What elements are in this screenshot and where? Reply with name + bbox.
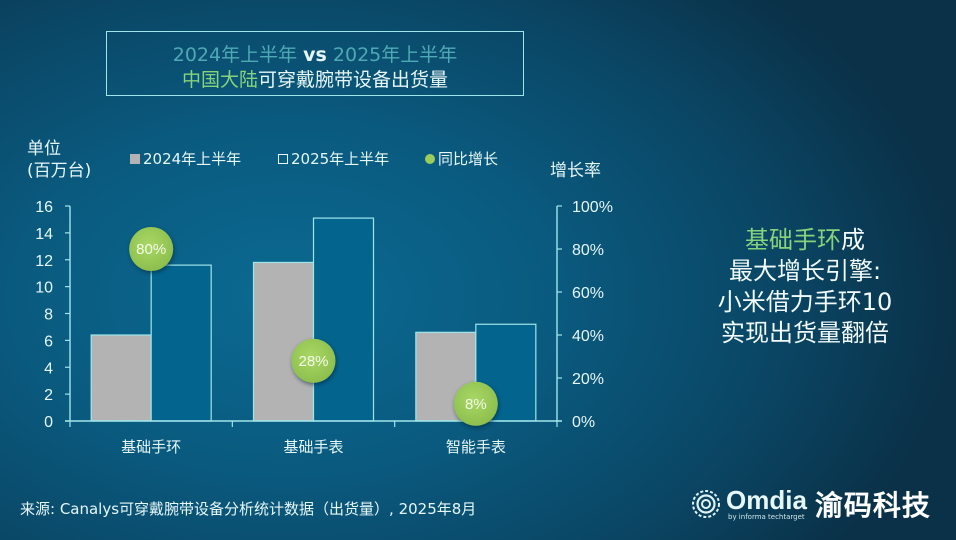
logo-byline: by informa techtarget	[728, 513, 805, 521]
right-axis-tick-label: 40%	[572, 328, 604, 345]
growth-bubble: 8%	[453, 381, 498, 426]
legend-label-2025: 2025年上半年	[291, 150, 390, 168]
chart-title-box: 2024年上半年 vs 2025年上半年 中国大陆可穿戴腕带设备出货量	[106, 31, 524, 96]
legend-swatch-outline	[278, 153, 288, 164]
right-axis-label: 增长率	[550, 161, 601, 181]
svg-text:80%: 80%	[136, 241, 166, 258]
left-axis-tick-label: 4	[44, 360, 53, 377]
bar-2025	[150, 264, 212, 422]
legend-item-growth: 同比增长	[425, 148, 498, 169]
callout-line3: 小米借力手环10	[717, 288, 893, 316]
source-note: 来源: Canalys可穿戴腕带设备分析统计数据（出货量）, 2025年8月	[20, 500, 477, 518]
left-axis-unit-label: 单位 (百万台)	[27, 138, 91, 182]
right-axis-tick-label: 0%	[572, 414, 595, 431]
right-axis-tick-label: 80%	[572, 242, 604, 259]
callout-line2: 最大增长引擎:	[728, 257, 882, 285]
omdia-logo: Omdia by informa techtarget 渝码科技	[690, 484, 931, 524]
svg-text:8%: 8%	[465, 396, 487, 413]
unit-line1: 单位	[27, 139, 61, 159]
logo-wordmark: Omdia	[726, 485, 807, 515]
bar-2024	[90, 334, 152, 422]
title-period-2025: 2025年上半年	[332, 44, 458, 66]
bar-2025	[475, 323, 537, 422]
legend-label-growth: 同比增长	[438, 150, 499, 168]
callout-line1-rest: 成	[841, 226, 865, 254]
x-axis-category-label: 基础手表	[283, 438, 343, 456]
left-axis-tick-label: 0	[44, 414, 53, 431]
bar-2025	[312, 217, 375, 422]
right-axis-tick-label: 20%	[572, 371, 604, 388]
legend-item-2025: 2025年上半年	[278, 148, 389, 169]
title-vs: vs	[303, 44, 327, 66]
left-axis-tick-label: 12	[35, 253, 53, 270]
unit-line2: (百万台)	[27, 161, 92, 181]
growth-bubbles-group: 80% 28% 8%	[129, 227, 498, 426]
title-subject: 可穿戴腕带设备出货量	[258, 69, 449, 91]
brand-watermark: 渝码科技	[814, 489, 931, 522]
chart-title-line2: 中国大陆可穿戴腕带设备出货量	[107, 65, 523, 92]
omdia-swirl-icon	[692, 490, 720, 518]
left-axis-tick-label: 2	[44, 387, 53, 404]
left-axis-tick-label: 16	[35, 199, 53, 216]
svg-text:28%: 28%	[298, 353, 328, 370]
legend-swatch-gray	[130, 153, 140, 164]
title-period-2024: 2024年上半年	[172, 44, 298, 66]
callout-line4: 实现出货量翻倍	[721, 319, 889, 347]
legend-item-2024: 2024年上半年	[130, 148, 241, 169]
x-axis-category-label: 智能手表	[446, 438, 506, 456]
legend-label-2024: 2024年上半年	[143, 150, 242, 168]
x-axis-category-label: 基础手环	[121, 438, 181, 456]
left-axis-tick-label: 14	[35, 226, 53, 243]
callout-highlight: 基础手环	[745, 226, 841, 254]
key-insight-callout: 基础手环成 最大增长引擎: 小米借力手环10 实现出货量翻倍	[700, 225, 910, 349]
tick-labels-group: 基础手环 基础手表 智能手表 0 2 4 6 8 10 12 14 16 0% 20% 40% 60% 80% 1…	[35, 199, 613, 456]
left-axis-tick-label: 6	[44, 333, 53, 350]
title-region: 中国大陆	[181, 69, 258, 91]
legend-swatch-green-dot	[425, 153, 435, 164]
left-axis-tick-label: 10	[35, 280, 53, 297]
right-axis-tick-label: 60%	[572, 285, 604, 302]
left-axis-tick-label: 8	[44, 307, 53, 324]
right-axis-tick-label: 100%	[572, 199, 613, 216]
chart-title-line1: 2024年上半年 vs 2025年上半年	[107, 40, 523, 67]
growth-bubble: 80%	[129, 227, 174, 271]
growth-bubble: 28%	[291, 338, 336, 383]
